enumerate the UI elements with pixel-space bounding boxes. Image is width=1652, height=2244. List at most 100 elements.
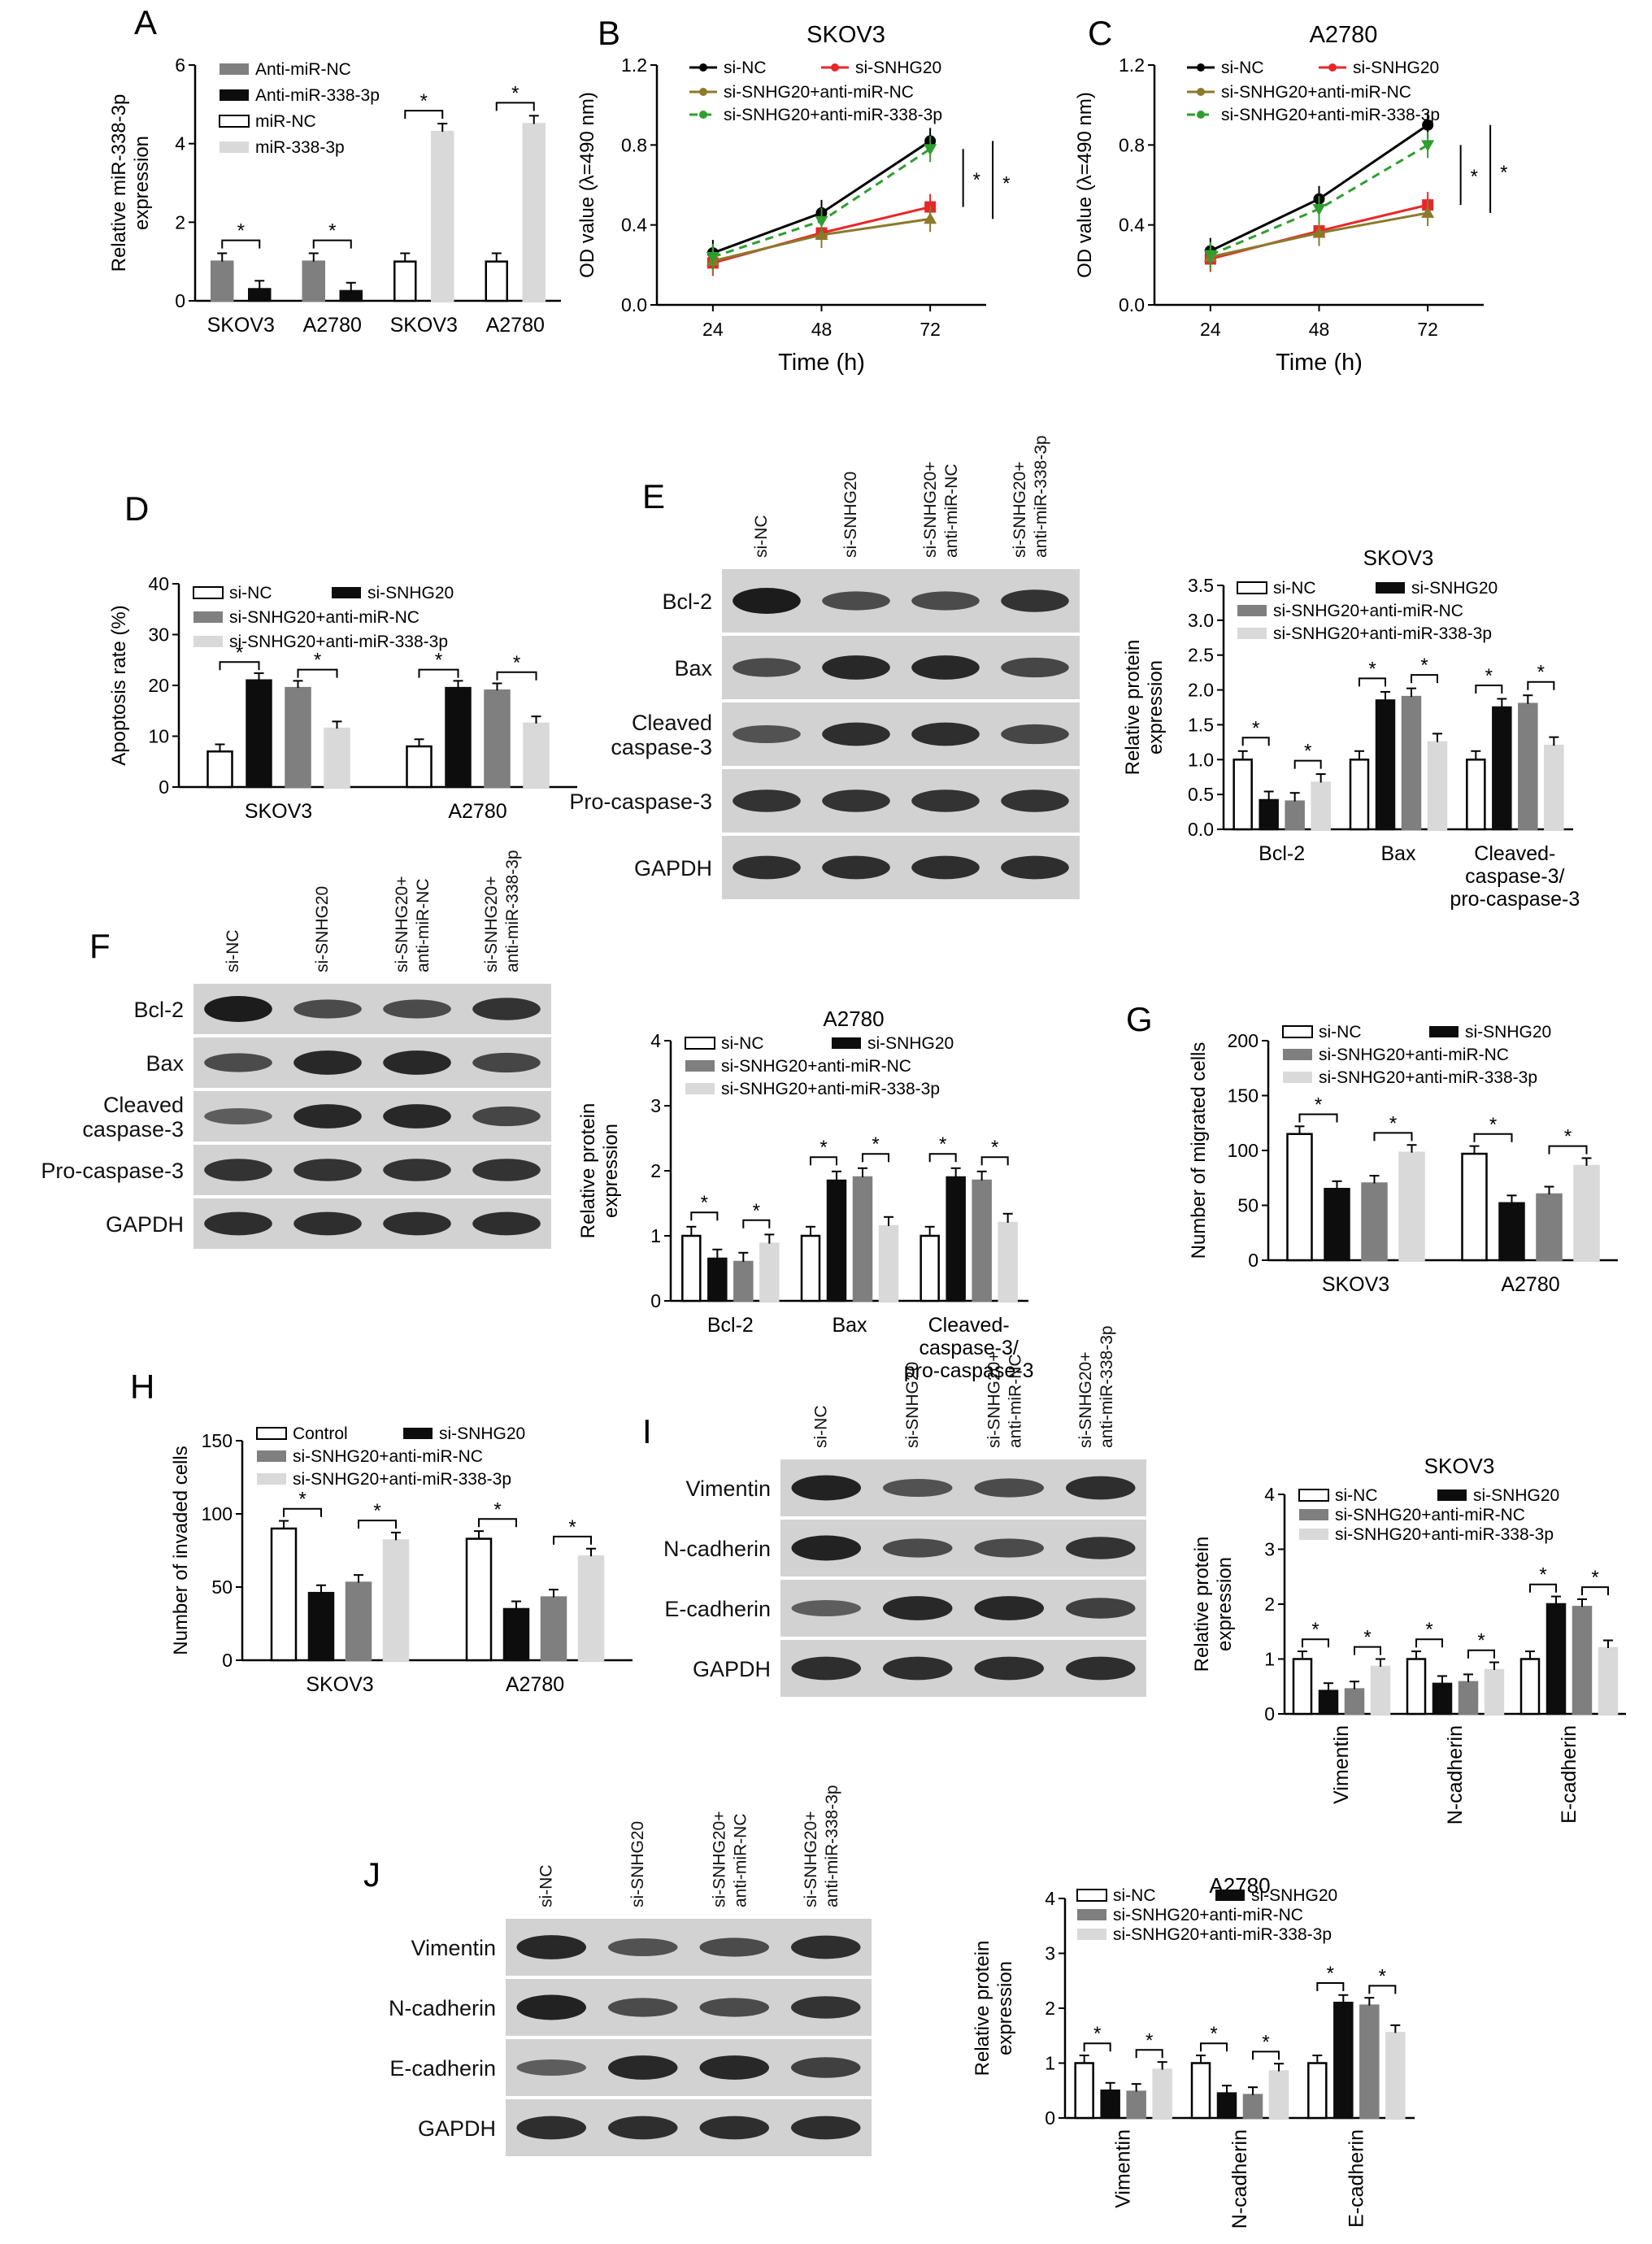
panel-label-G: G	[1126, 1000, 1153, 1038]
bar	[1311, 781, 1331, 831]
bar	[1232, 759, 1253, 831]
bar	[681, 1234, 702, 1302]
blot-band	[472, 1159, 541, 1181]
panel-label-H: H	[130, 1368, 154, 1406]
y-tick-label: 1.2	[621, 54, 647, 76]
bar	[1432, 1682, 1453, 1716]
bar	[1344, 1688, 1365, 1716]
blot-band	[911, 789, 980, 812]
bar	[1152, 2068, 1172, 2120]
legend-entry: si-SNHG20+anti-miR-NC	[724, 83, 914, 102]
blot-band	[822, 789, 890, 812]
legend-marker	[1197, 88, 1205, 96]
chart-title: SKOV3	[806, 22, 885, 48]
legend-entry: si-SNHG20+anti-miR-NC	[293, 1447, 483, 1466]
blot-band	[699, 1998, 769, 2017]
blot-band	[204, 1053, 272, 1072]
significance-bracket	[221, 239, 261, 249]
blot-band	[791, 1656, 861, 1681]
x-tick-label: 24	[1200, 319, 1221, 340]
panel-label-E: E	[642, 477, 665, 515]
significance-star: *	[1500, 162, 1507, 184]
blot-lane-label: si-NC	[752, 515, 771, 559]
blot-band	[699, 2055, 769, 2080]
significance-bracket	[1473, 1133, 1513, 1142]
category-label: Cleaved-	[928, 1314, 1010, 1337]
legend-swatch	[256, 1427, 287, 1440]
y-tick-label: 2	[1264, 1594, 1275, 1615]
blot-band	[791, 1475, 861, 1501]
bar	[345, 1581, 372, 1662]
y-axis-label: Relative protein	[972, 1941, 993, 2077]
significance-star: *	[1262, 2031, 1269, 2053]
blot-band	[911, 591, 980, 611]
blot-band	[974, 1656, 1044, 1681]
significance-star: *	[373, 1500, 380, 1522]
significance-star: *	[1252, 717, 1259, 739]
blot-band	[822, 722, 890, 746]
significance-star: *	[1420, 654, 1428, 676]
legend-swatch	[685, 1083, 715, 1094]
legend-entry: si-SNHG20+anti-miR-NC	[1113, 1906, 1303, 1924]
legend-swatch	[403, 1428, 433, 1439]
bar	[1572, 1606, 1593, 1716]
bar	[248, 288, 272, 302]
blot-row-label: E-cadherin	[389, 2056, 496, 2081]
blot-band	[883, 1478, 953, 1498]
y-tick-label: 4	[650, 1030, 661, 1051]
y-tick-label: 4	[1045, 1888, 1055, 1909]
significance-star: *	[1093, 2023, 1101, 2045]
bar	[1190, 2062, 1211, 2120]
legend-marker	[1328, 63, 1337, 72]
bar	[1242, 2094, 1263, 2120]
bar	[522, 123, 546, 302]
y-tick-label: 2.5	[1188, 645, 1214, 666]
legend-marker	[699, 63, 707, 72]
bar	[707, 1257, 728, 1302]
legend-swatch	[1437, 1489, 1467, 1501]
significance-star: *	[298, 1489, 306, 1511]
blot-band	[699, 1937, 769, 1957]
chart-D: 0 10 20 30 40 Apoptosis rate (%) * * SKOV3 * * A278…	[108, 573, 577, 823]
y-axis-label: Relative miR-338-3p	[108, 94, 130, 272]
y-tick-label: 1.0	[1188, 749, 1214, 770]
bar	[852, 1176, 873, 1302]
bar	[270, 1527, 298, 1662]
blot-band	[472, 1052, 541, 1073]
significance-star: *	[237, 220, 245, 242]
blot-band	[883, 1656, 953, 1681]
panel-label-J: J	[363, 1855, 380, 1894]
legend-entry: si-SNHG20	[1251, 1886, 1337, 1905]
bar	[484, 689, 511, 789]
legend-swatch	[1376, 582, 1405, 594]
blot-band	[204, 1159, 272, 1181]
significance-bracket	[478, 1518, 517, 1528]
significance-bracket	[1527, 681, 1555, 690]
blot-row-label: GAPDH	[106, 1212, 184, 1237]
legend-swatch	[220, 141, 249, 153]
legend-swatch	[1283, 1049, 1312, 1060]
legend-swatch	[1299, 1509, 1328, 1520]
significance-star: *	[511, 82, 519, 104]
blot-lane-label: si-SNHG20+	[393, 876, 411, 972]
legend-entry: si-SNHG20+anti-miR-338-3p	[1221, 106, 1440, 124]
chart-F: 0 1 2 3 4 Relative protein expression A2780 * * Bc…	[577, 1007, 1034, 1382]
bar	[465, 1537, 493, 1662]
y-axis-label: expression	[131, 136, 153, 230]
legend-entry: si-SNHG20+anti-miR-338-3p	[724, 106, 942, 124]
bar	[1458, 1681, 1479, 1716]
y-axis-label: Relative protein	[1191, 1537, 1213, 1672]
significance-star: *	[753, 1200, 760, 1222]
significance-star: *	[1485, 665, 1493, 687]
blot-band	[911, 855, 980, 880]
legend-marker	[699, 111, 707, 119]
bar	[1292, 1658, 1313, 1716]
blot-band	[1001, 589, 1069, 612]
blot-row-label: GAPDH	[693, 1657, 771, 1681]
bar	[502, 1607, 530, 1662]
panel-label-I: I	[642, 1412, 652, 1450]
legend-swatch	[1077, 1929, 1106, 1940]
bar	[1126, 2090, 1146, 2120]
